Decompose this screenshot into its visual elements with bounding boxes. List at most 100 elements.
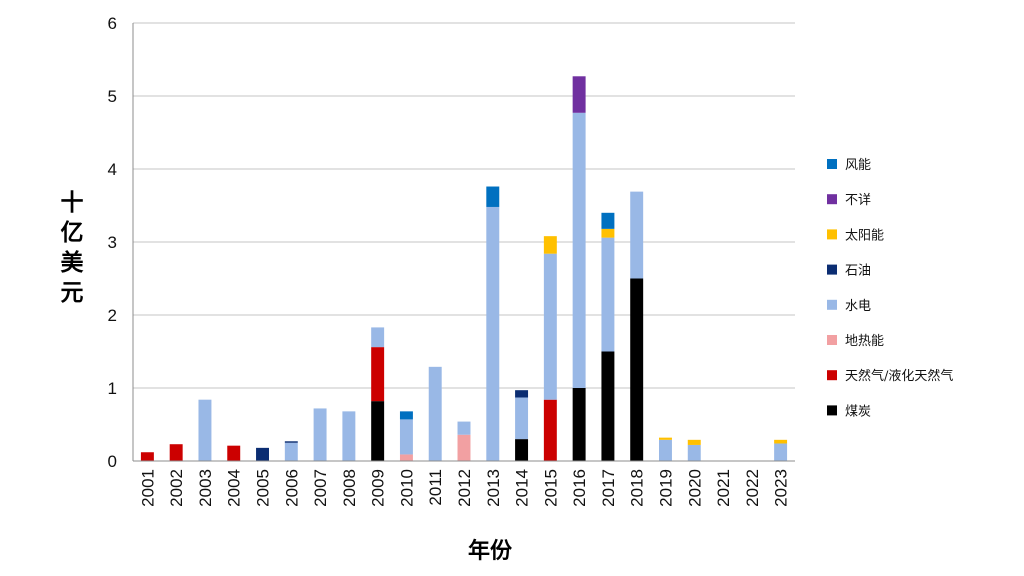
- y-axis-label-char: 元: [61, 280, 84, 306]
- x-tick-label: 2010: [397, 469, 416, 507]
- bar-segment: [601, 212, 615, 229]
- bar-segment: [630, 191, 644, 279]
- x-tick-label: 2005: [254, 469, 273, 507]
- legend-swatch: [827, 229, 837, 240]
- bar-segment: [687, 439, 701, 445]
- x-tick-label: 2004: [225, 469, 244, 507]
- y-tick-label: 3: [108, 233, 117, 252]
- y-tick-label: 4: [108, 160, 117, 179]
- bar-segment: [457, 434, 471, 461]
- legend-swatch: [827, 405, 837, 416]
- x-tick-label: 2001: [138, 469, 157, 507]
- bar-segment: [313, 408, 327, 461]
- bar-segment: [371, 327, 385, 348]
- x-tick-label: 2003: [196, 469, 215, 507]
- bar-segment: [284, 442, 298, 461]
- bar-segment: [486, 206, 500, 461]
- legend-label: 天然气/液化天然气: [845, 368, 953, 384]
- bars: [140, 76, 788, 461]
- y-tick-label: 0: [108, 452, 117, 471]
- bar-segment: [515, 397, 529, 440]
- bar-segment: [284, 441, 298, 443]
- gridlines: [133, 22, 795, 389]
- x-tick-label: 2017: [599, 469, 618, 507]
- x-tick-label: 2018: [628, 469, 647, 507]
- x-tick-label: 2023: [772, 469, 791, 507]
- bar-segment: [543, 253, 557, 400]
- bar-segment: [659, 439, 672, 461]
- bar-segment: [198, 399, 212, 461]
- y-tick-label: 2: [108, 306, 117, 325]
- legend-label: 水电: [845, 299, 871, 314]
- y-axis-label-char: 亿: [61, 220, 84, 246]
- bar-segment: [486, 186, 500, 207]
- bar-segment: [601, 351, 615, 461]
- x-tick-label: 2014: [513, 469, 532, 507]
- x-tick-label: 2020: [685, 469, 704, 507]
- x-tick-label: 2002: [167, 469, 186, 507]
- legend-swatch: [827, 370, 837, 381]
- bar-segment: [572, 112, 586, 388]
- x-tick-label: 2013: [484, 469, 503, 507]
- bar-segment: [774, 439, 788, 444]
- bar-segment: [399, 419, 413, 455]
- bar-segment: [256, 447, 269, 461]
- x-tick-label: 2021: [714, 469, 733, 507]
- axes: [132, 23, 795, 462]
- bar-segment: [572, 76, 586, 113]
- legend-swatch: [827, 299, 837, 310]
- legend-swatch: [827, 194, 837, 205]
- x-tick-label: 2015: [541, 469, 560, 507]
- y-tick-labels: 0 1 2 3 4 5 6: [108, 14, 117, 471]
- legend-label: 风能: [845, 158, 871, 173]
- bar-segment: [601, 237, 615, 352]
- legend-label: 不详: [845, 193, 871, 208]
- bar-segment: [140, 452, 154, 461]
- y-tick-label: 1: [108, 379, 117, 398]
- bar-segment: [630, 278, 644, 461]
- legend-label: 石油: [845, 264, 871, 279]
- legend-label: 煤炭: [845, 404, 871, 419]
- y-tick-label: 6: [108, 14, 117, 33]
- x-tick-label: 2012: [455, 469, 474, 507]
- bar-segment: [572, 388, 586, 461]
- x-tick-labels: 2001 2002 2003 2004 2005 2006 2007 2008 2009 2010…: [138, 469, 790, 507]
- bar-segment: [399, 411, 413, 420]
- y-axis-label-char: 十: [61, 190, 84, 216]
- x-axis-label: 年份: [468, 538, 513, 564]
- y-axis-label-char: 美: [61, 249, 84, 276]
- bar-segment: [543, 399, 557, 461]
- bar-segment: [601, 228, 615, 238]
- bar-segment: [774, 443, 788, 461]
- bar-segment: [342, 411, 356, 461]
- bar-segment: [543, 236, 557, 254]
- bar-segment: [659, 437, 672, 440]
- x-tick-label: 2019: [656, 469, 675, 507]
- bar-segment: [428, 366, 442, 461]
- x-tick-label: 2009: [369, 469, 388, 507]
- x-tick-label: 2011: [426, 469, 445, 506]
- x-tick-label: 2022: [743, 469, 762, 507]
- legend-label: 太阳能: [845, 228, 884, 243]
- bar-segment: [169, 444, 183, 461]
- bar-segment: [399, 454, 413, 461]
- x-tick-label: 2016: [570, 469, 589, 507]
- bar-segment: [457, 421, 471, 435]
- bar-segment: [687, 444, 701, 461]
- bar-segment: [227, 445, 241, 461]
- y-tick-label: 5: [108, 87, 117, 106]
- x-tick-label: 2008: [340, 469, 359, 507]
- x-tick-label: 2006: [282, 469, 301, 507]
- legend-label: 地热能: [845, 334, 884, 349]
- legend-swatch: [827, 159, 837, 169]
- bar-segment: [515, 390, 529, 398]
- bar-segment: [371, 401, 385, 461]
- legend-swatch: [827, 264, 837, 275]
- legend-swatch: [827, 335, 837, 345]
- bar-segment: [515, 439, 529, 461]
- x-tick-label: 2007: [311, 469, 330, 507]
- bar-segment: [371, 347, 385, 402]
